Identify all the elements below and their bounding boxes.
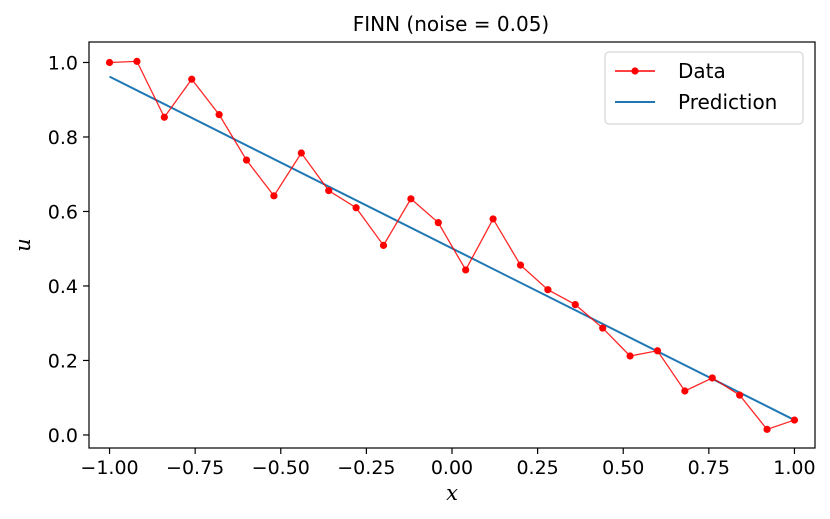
- legend-data-label: Data: [678, 59, 726, 83]
- x-tick-label: 0.75: [688, 457, 730, 479]
- data-point: [736, 391, 744, 399]
- data-point: [571, 300, 579, 309]
- y-axis-label: u: [11, 238, 35, 252]
- data-series-line: [109, 60, 795, 431]
- data-point: [626, 352, 634, 360]
- data-point: [462, 266, 470, 274]
- data-point: [489, 215, 497, 223]
- data-point: [708, 374, 716, 382]
- y-tick-label: 0.2: [48, 350, 78, 372]
- chart-title: FINN (noise = 0.05): [353, 12, 549, 36]
- data-point: [407, 195, 415, 203]
- data-point: [188, 75, 196, 83]
- data-point: [763, 425, 771, 433]
- data-point: [379, 241, 388, 249]
- prediction-series-line: [109, 75, 795, 421]
- data-point: [105, 58, 114, 67]
- legend-box: [604, 51, 804, 125]
- x-tick-label: −0.75: [166, 457, 224, 479]
- x-axis-ticks: −1.00 −0.75 −0.50 −0.25 0.00 0.25 0.50 0.75 1.00: [80, 448, 816, 479]
- data-point: [544, 286, 552, 294]
- legend-prediction-label: Prediction: [678, 90, 777, 114]
- legend: Data Prediction: [604, 51, 804, 125]
- series-layer: [105, 57, 799, 433]
- x-tick-label: −1.00: [80, 457, 138, 479]
- y-tick-label: 0.6: [48, 201, 78, 223]
- data-point: [215, 111, 223, 119]
- legend-data-marker: [631, 67, 639, 75]
- x-tick-label: 0.25: [516, 457, 558, 479]
- x-tick-label: −0.50: [252, 457, 310, 479]
- x-tick-label: 0.50: [602, 457, 644, 479]
- x-tick-label: 0.00: [431, 457, 473, 479]
- data-point: [653, 347, 662, 355]
- data-point: [325, 187, 333, 195]
- data-point: [133, 57, 141, 65]
- y-axis-ticks: 0.0 0.2 0.4 0.6 0.8 1.0: [48, 52, 89, 447]
- data-point: [270, 192, 278, 200]
- data-point: [242, 156, 251, 164]
- data-point: [297, 149, 305, 157]
- y-tick-label: 0.0: [48, 425, 78, 447]
- x-tick-label: 1.00: [773, 457, 815, 479]
- y-tick-label: 0.8: [48, 127, 78, 149]
- data-point: [160, 113, 168, 121]
- data-point: [352, 204, 360, 212]
- x-axis-label: x: [446, 481, 458, 505]
- y-tick-label: 0.4: [48, 276, 78, 298]
- x-tick-label: −0.25: [337, 457, 395, 479]
- y-tick-label: 1.0: [48, 52, 78, 74]
- data-point: [790, 416, 799, 424]
- data-point: [599, 324, 607, 332]
- data-point: [681, 387, 689, 395]
- data-point: [434, 219, 442, 227]
- data-point: [516, 261, 525, 269]
